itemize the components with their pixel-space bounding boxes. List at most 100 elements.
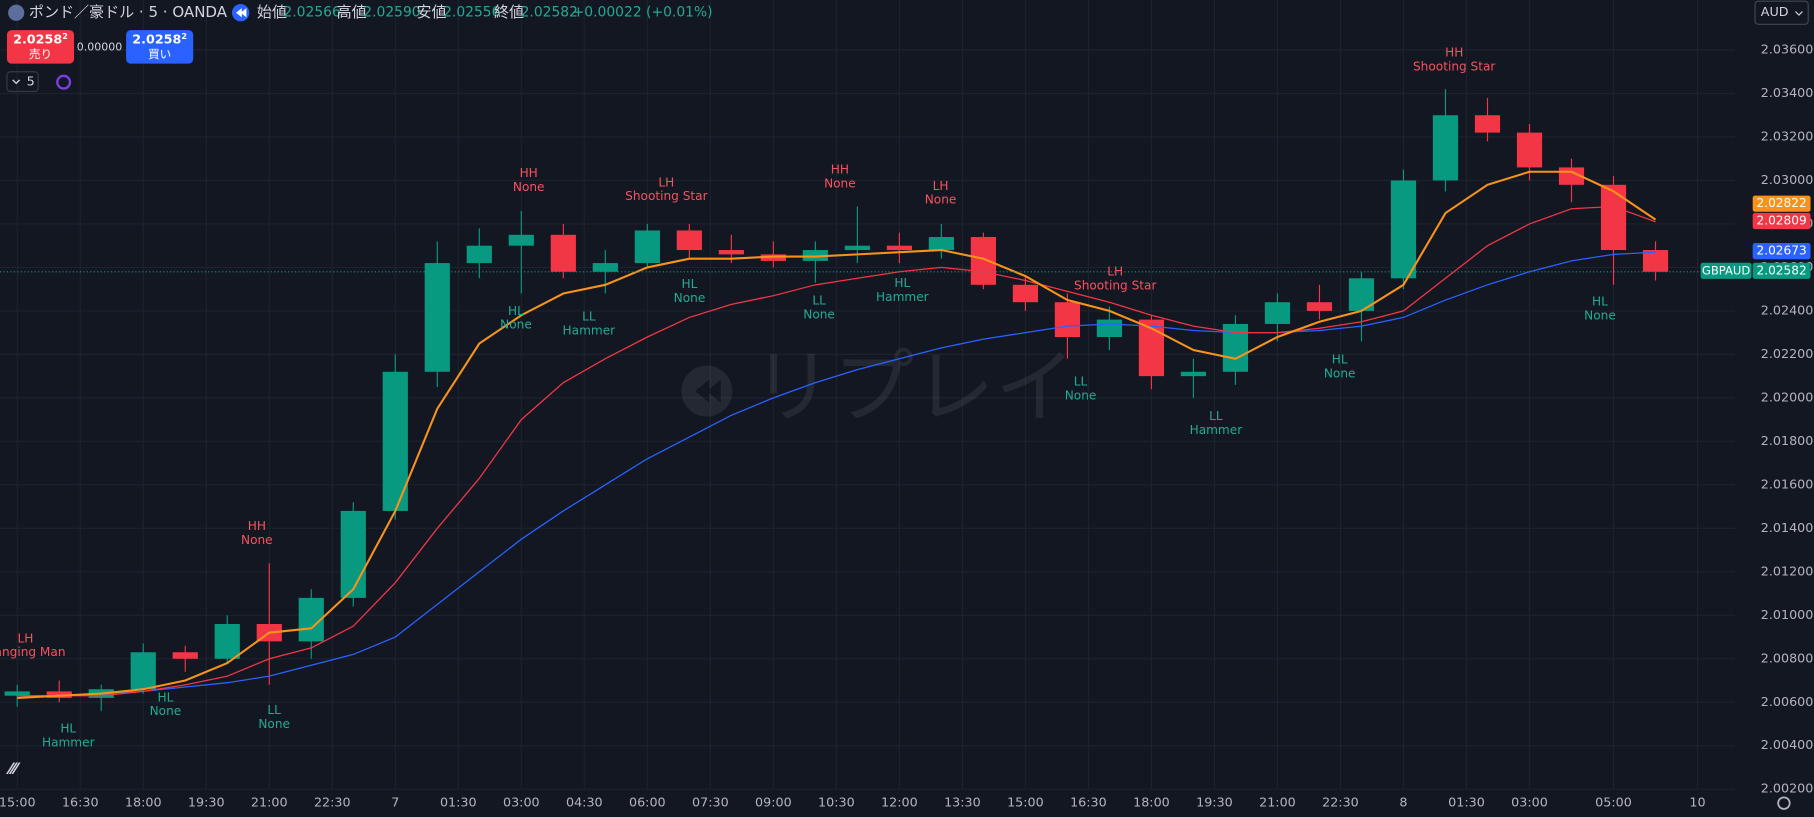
candle-body	[1516, 132, 1543, 168]
x-tick-label: 13:30	[944, 795, 981, 810]
annotation-bottom: None	[1065, 388, 1097, 402]
annotation-bottom: None	[1584, 308, 1616, 322]
annotation-bottom: None	[1324, 366, 1356, 380]
price-badge-label: 2.02673	[1757, 244, 1807, 258]
price-axis	[1735, 0, 1814, 817]
annotation-top: LL	[582, 310, 596, 324]
y-tick-label: 2.01200	[1761, 563, 1814, 578]
annotation-top: LH	[658, 175, 674, 189]
price-badge	[1752, 262, 1811, 279]
candle-body	[424, 263, 450, 372]
annotation-top: LL	[812, 293, 826, 307]
candle-body	[1432, 115, 1459, 181]
symbol-tag	[1700, 262, 1752, 279]
candle-body	[802, 250, 828, 261]
currency-select[interactable]: AUD	[1754, 0, 1809, 25]
moving-average	[17, 205, 1656, 697]
x-tick-label: 09:00	[755, 795, 792, 810]
candle-body	[466, 245, 492, 264]
annotation-bottom: None	[241, 533, 273, 547]
annotation-bottom: Hammer	[563, 323, 616, 337]
buy-price: 2.02582	[132, 30, 187, 45]
open-value: 2.02566	[283, 5, 340, 21]
x-tick-label: 8	[1399, 795, 1407, 810]
watermark: リプレイ	[681, 341, 1076, 435]
symbol-tag-label: GBPAUD	[1702, 263, 1750, 277]
candle-body	[928, 236, 954, 251]
close-value: 2.02582	[521, 5, 578, 21]
x-tick-label: 12:00	[881, 795, 918, 810]
low-label: 安値	[416, 3, 446, 21]
currency-label: AUD	[1761, 4, 1789, 19]
annotation-top: LH	[933, 179, 949, 193]
candle-body	[1180, 371, 1207, 377]
annotation-bottom: None	[674, 291, 706, 305]
candle-body	[634, 230, 660, 264]
annotation-top: LL	[267, 703, 281, 717]
candle-body	[886, 245, 912, 251]
x-tick-label: 03:00	[503, 795, 540, 810]
candle-body	[1390, 180, 1417, 279]
replay-icon	[236, 8, 247, 18]
candle-body	[1096, 319, 1123, 337]
annotation-bottom: None	[824, 176, 856, 190]
high-value: 2.02590	[363, 5, 420, 21]
x-tick-label: 22:30	[314, 795, 351, 810]
moving-average	[17, 251, 1656, 697]
annotation-bottom: None	[803, 307, 835, 321]
low-value: 2.02556	[443, 5, 500, 21]
annotation-top: HL	[894, 276, 910, 290]
plot	[0, 89, 1736, 711]
y-tick-label: 2.03400	[1761, 85, 1814, 100]
candle-body	[760, 254, 786, 261]
sell-button[interactable]: 2.02582 売り	[6, 30, 75, 64]
x-tick-label: 05:00	[1595, 795, 1632, 810]
interval-value: 5	[27, 74, 35, 89]
settings-icon[interactable]	[1777, 796, 1791, 810]
interval-chevron	[12, 79, 21, 85]
currency-box	[1754, 0, 1809, 25]
interval-toggle[interactable]: 5	[6, 71, 39, 92]
annotation-bottom: Hammer	[1190, 423, 1243, 437]
y-tick-label: 2.00800	[1761, 650, 1814, 665]
watermark-text: リプレイ	[752, 341, 1076, 435]
annotation-bottom: None	[513, 180, 545, 194]
annotation-top: HH	[248, 519, 266, 533]
annotation-top: HL	[508, 304, 524, 318]
y-tick-label: 2.00200	[1761, 781, 1814, 796]
annotation-top: LL	[1074, 374, 1088, 388]
change-value: +0.00022 (+0.01%)	[573, 5, 713, 21]
sell-price-main: 2.0258	[13, 31, 62, 46]
moving-average	[17, 170, 1657, 699]
x-tick-label: 01:30	[1448, 795, 1485, 810]
x-tick-label: 07:30	[692, 795, 729, 810]
candle-body	[130, 652, 156, 690]
candle-body	[970, 236, 996, 285]
high-label: 高値	[337, 3, 367, 21]
candle-body	[1306, 302, 1333, 311]
price-badge	[1752, 212, 1811, 230]
x-tick-label: 03:00	[1511, 795, 1548, 810]
symbol-icon	[8, 4, 25, 21]
sell-label: 売り	[29, 47, 52, 61]
sync-icon[interactable]	[56, 74, 72, 90]
annotation-top: HH	[831, 163, 849, 177]
y-tick-label: 2.01800	[1761, 433, 1814, 448]
y-tick-label: 2.03200	[1761, 128, 1814, 143]
annotation-top: HL	[682, 277, 698, 291]
candle-body	[844, 245, 870, 251]
buy-button[interactable]: 2.02582 買い	[126, 30, 194, 64]
price-badges: 2.02822 2.02809 2.02673 2.02582 GBPAUD	[1700, 195, 1811, 279]
sell-price-pip: 2	[62, 30, 68, 40]
y-tick-label: 2.01000	[1761, 607, 1814, 622]
candle-body	[214, 623, 240, 659]
x-tick-label: 21:00	[251, 795, 288, 810]
candle-body	[46, 691, 72, 698]
x-axis: 15:00 16:30 18:00 19:30 21:00 22:30 7 01:30 03:0…	[0, 795, 1706, 810]
x-tick-label: 06:00	[629, 795, 666, 810]
annotation-bottom: None	[150, 704, 182, 718]
buy-price-main: 2.0258	[132, 31, 181, 46]
candle-body	[340, 510, 366, 598]
annotation-bottom: None	[258, 717, 290, 731]
